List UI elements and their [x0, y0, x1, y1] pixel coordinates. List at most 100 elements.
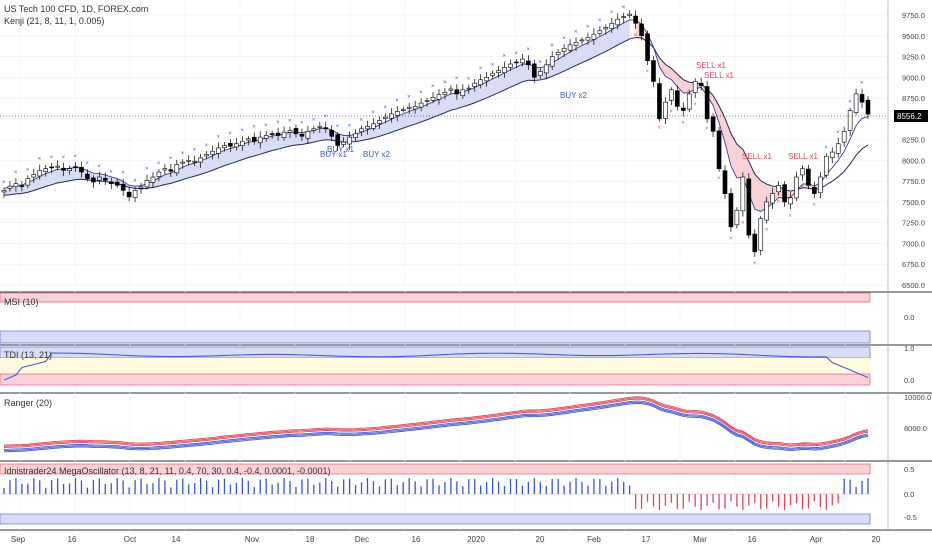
candle-body — [198, 157, 203, 163]
candle-body — [430, 96, 436, 101]
x-tick: Nov — [245, 535, 259, 544]
ranger-line — [3, 401, 869, 452]
candle-body — [317, 126, 323, 128]
signal-dot: × — [503, 54, 507, 60]
candle-body — [311, 128, 317, 131]
candle-body — [835, 143, 841, 154]
msi-title: MSI (10) — [4, 297, 39, 307]
candle-body — [436, 94, 442, 100]
signal-dot: × — [514, 51, 518, 57]
signal-dot: × — [812, 202, 816, 208]
axis-tick: 10000.0 — [904, 393, 931, 402]
candle-body — [532, 63, 537, 78]
axis-tick: 8000.0 — [902, 156, 925, 165]
candle-body — [210, 150, 215, 155]
signal-dot: × — [860, 81, 864, 87]
candle-body — [734, 209, 740, 226]
signal-dot: × — [550, 43, 554, 49]
signal-dot: × — [646, 69, 650, 75]
candle-body — [377, 120, 382, 124]
candle-body — [400, 109, 406, 112]
signal-dot: × — [395, 98, 399, 104]
candle-body — [728, 193, 734, 228]
signal-dot: × — [836, 130, 840, 136]
candle-body — [108, 181, 114, 184]
candle-body — [484, 77, 489, 82]
signal-dot: × — [252, 124, 256, 130]
x-tick: 16 — [412, 535, 421, 544]
x-tick: 20 — [872, 535, 881, 544]
x-tick: Oct — [124, 535, 137, 544]
candle-body — [222, 145, 227, 149]
signal-label: BUY x2 — [560, 91, 588, 100]
x-tick: 17 — [642, 535, 651, 544]
candle-body — [168, 169, 174, 172]
candle-body — [621, 16, 626, 18]
axis-tick: 9000.0 — [902, 73, 925, 82]
candle-body — [609, 23, 615, 29]
candle-body — [847, 110, 853, 131]
pane-separators — [0, 0, 932, 531]
signal-label: BUY x1 — [320, 150, 348, 159]
candle-body — [633, 15, 638, 24]
signal-dot: × — [848, 100, 852, 106]
x-tick: 16 — [748, 535, 757, 544]
axis-tick: 8750.0 — [902, 94, 925, 103]
signal-dot: × — [765, 227, 769, 233]
candle-body — [275, 132, 281, 136]
signal-label: SELL x1 — [742, 152, 772, 161]
candle-body — [287, 130, 293, 133]
x-tick: 18 — [306, 535, 315, 544]
candle-body — [675, 90, 680, 107]
x-tick: Sep — [11, 535, 26, 544]
candle-body — [770, 193, 775, 204]
mega-oscillator-pane — [0, 463, 871, 525]
mega-bars — [3, 478, 869, 510]
candle-body — [335, 134, 340, 146]
signal-dot: × — [312, 118, 316, 124]
ranger-line — [3, 398, 869, 448]
ranger-title: Ranger (20) — [4, 398, 52, 408]
candle-body — [7, 185, 13, 189]
candle-body — [186, 160, 192, 162]
candle-body — [865, 99, 871, 115]
signal-dot: × — [26, 167, 30, 173]
signal-dot: × — [717, 176, 721, 182]
candle-body — [543, 64, 549, 74]
signal-dot: × — [97, 164, 101, 170]
candle-body — [323, 127, 329, 130]
axis-tick: 0.0 — [904, 376, 914, 385]
signal-dot: × — [455, 76, 459, 82]
candlesticks — [1, 10, 871, 257]
candle-body — [859, 94, 865, 103]
signal-label: BUY x1 — [327, 145, 355, 154]
candle-body — [216, 147, 221, 154]
axis-tick: 6750.0 — [902, 260, 925, 269]
candle-body — [454, 89, 460, 95]
candle-body — [806, 168, 811, 186]
signal-dot: × — [419, 90, 423, 96]
signal-labels: BUY x1 BUY x1 BUY x2 BUY x2 SELL x1 SELL… — [320, 61, 818, 161]
candle-body — [794, 176, 799, 199]
candle-body — [758, 218, 764, 251]
signal-dot: × — [74, 154, 78, 160]
candle-body — [460, 89, 466, 97]
candle-body — [478, 79, 483, 86]
x-tick: 16 — [68, 535, 77, 544]
candle-body — [263, 135, 269, 139]
candle-body — [508, 63, 513, 68]
candle-body — [561, 47, 567, 52]
signal-dot: × — [324, 114, 328, 120]
signal-dot: × — [705, 127, 709, 133]
signal-dot: × — [467, 77, 471, 83]
candle-body — [746, 178, 752, 236]
candle-body — [412, 106, 418, 110]
candle-body — [466, 87, 472, 90]
axis-tick: 9250.0 — [902, 53, 925, 62]
candle-body — [19, 185, 25, 187]
signal-dot: × — [371, 110, 375, 116]
candle-body — [752, 233, 758, 253]
study-label: Kenji (21, 8, 11, 1, 0.005) — [4, 16, 104, 26]
candle-body — [520, 58, 525, 64]
candle-body — [615, 18, 621, 26]
